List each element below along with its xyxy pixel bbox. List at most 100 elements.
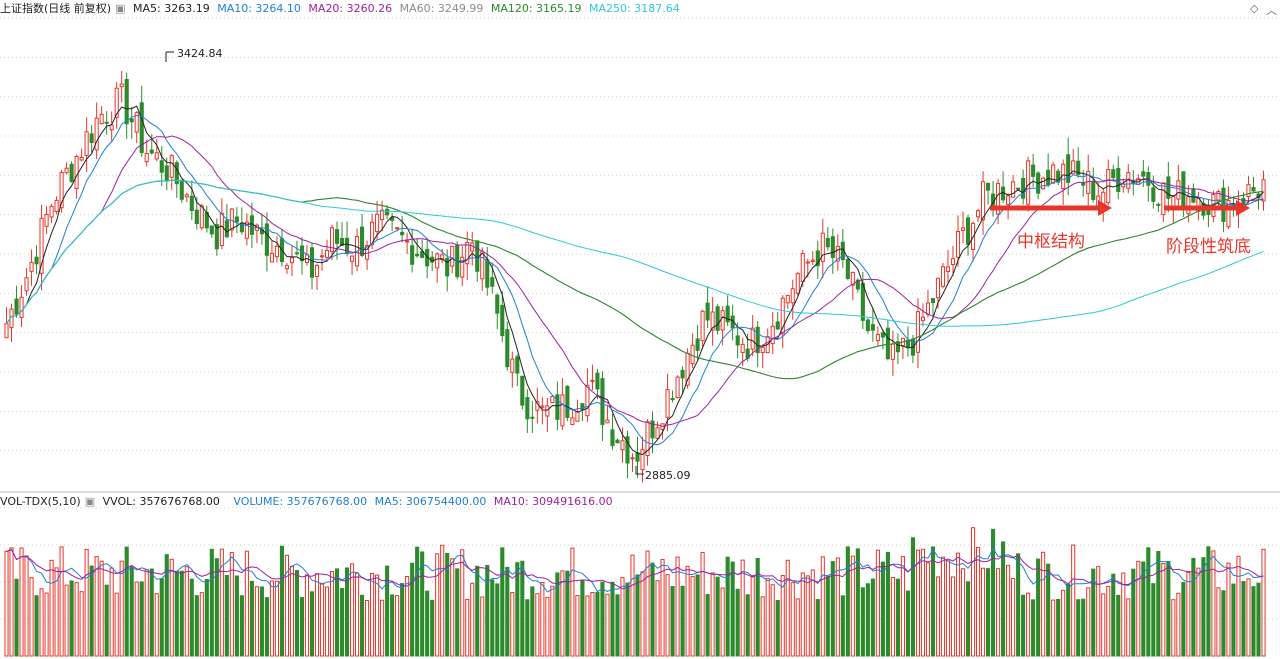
volume-bar <box>515 562 520 657</box>
volume-bar <box>1106 585 1111 657</box>
candle-body <box>795 273 800 294</box>
candle-body <box>555 394 560 420</box>
volume-bar <box>675 556 680 657</box>
candle-body <box>54 199 59 212</box>
volume-bar <box>1101 593 1106 657</box>
candle-body <box>890 343 895 360</box>
candle-body <box>965 217 971 245</box>
candle-body <box>1081 182 1086 186</box>
volume-bar <box>695 574 700 657</box>
ma20-line <box>6 135 1264 427</box>
volume-bar <box>119 560 124 657</box>
candle-body <box>244 221 249 239</box>
volume-bar <box>860 587 865 657</box>
candle-body <box>1026 160 1031 205</box>
candle-body <box>515 356 520 374</box>
candle-body <box>239 222 244 233</box>
volume-bar <box>870 578 875 657</box>
volume-bar <box>314 573 320 657</box>
candle-body <box>850 271 855 286</box>
volume-bar <box>1146 547 1151 657</box>
candle-body <box>720 310 725 331</box>
candle-body <box>274 245 279 258</box>
candle-body <box>1011 181 1016 198</box>
candle-body <box>289 257 295 264</box>
volume-bar <box>565 570 570 657</box>
volume-bar <box>355 572 360 657</box>
volume-bar <box>54 567 59 657</box>
legend-marker-icon: ▣ <box>115 2 126 15</box>
volume-bar <box>1251 586 1256 657</box>
volume-bar <box>1186 571 1191 657</box>
candle-body <box>790 288 795 304</box>
candle-body <box>420 250 425 258</box>
volume-bar <box>1221 590 1226 657</box>
volume-bar <box>880 561 885 657</box>
volume-bar <box>99 560 104 657</box>
volume-ma5-line <box>6 547 1264 593</box>
candle-body <box>550 395 555 404</box>
candle-body <box>294 252 300 255</box>
candle-body <box>885 327 890 360</box>
candle-body <box>665 389 670 418</box>
candle-body <box>740 343 745 353</box>
candle-body <box>655 427 660 440</box>
candle-body <box>615 439 620 444</box>
candle-body <box>695 338 700 351</box>
volume-bar <box>935 576 941 657</box>
candle-body <box>39 217 44 274</box>
candle-body <box>400 231 405 236</box>
candle-body <box>380 209 385 221</box>
candle-body <box>780 297 785 335</box>
candle-body <box>830 236 835 258</box>
volume-bar <box>575 595 580 657</box>
volume-bar <box>1011 578 1016 657</box>
candle-body <box>785 294 790 304</box>
volume-bar <box>219 548 224 657</box>
volume-ma5-value: MA5: 306754400.00 <box>374 495 487 508</box>
volume-ma10-value: MA10: 309491616.00 <box>493 495 613 508</box>
candle-body <box>770 325 775 345</box>
candle-body <box>505 329 510 368</box>
candle-body <box>94 117 99 151</box>
candle-body <box>134 112 139 133</box>
candle-body <box>1221 187 1226 222</box>
volume-bar <box>755 557 760 657</box>
volume-bar <box>184 566 189 657</box>
volume-bar <box>560 570 565 657</box>
volume-bar <box>555 572 560 657</box>
volume-bar <box>1201 557 1206 657</box>
volume-bar <box>104 584 109 657</box>
volume-bar <box>715 576 720 657</box>
low-label: 2885.09 <box>645 469 691 482</box>
candle-body <box>465 242 470 265</box>
candle-body <box>960 227 966 231</box>
collapse-chevron-icon[interactable]: ︿ <box>1266 4 1277 17</box>
settings-diamond-icon[interactable]: ◇ <box>1250 2 1259 15</box>
volume-bar <box>850 555 855 657</box>
candle-body <box>169 155 174 178</box>
candle-body <box>755 326 760 354</box>
volume-bar <box>996 568 1001 657</box>
pivot-structure-label: 中枢结构 <box>1017 232 1085 252</box>
volume-bar <box>49 559 54 657</box>
candle-body <box>735 335 740 346</box>
candle-body <box>49 205 54 218</box>
volume-bar <box>1016 553 1021 657</box>
volume-bar <box>9 547 14 657</box>
volume-bar <box>34 595 39 657</box>
candle-body <box>189 195 194 212</box>
volume-bar <box>19 547 24 657</box>
volume-bar <box>1231 583 1236 657</box>
candle-body <box>950 258 956 266</box>
volume-bar <box>1141 561 1146 657</box>
volume-bar <box>1021 594 1026 657</box>
volume-bar <box>259 586 264 657</box>
volume-bar <box>660 558 665 657</box>
volume-bar <box>925 562 931 657</box>
candle-body <box>410 245 415 265</box>
vvol-value: VVOL: 357676768.00 <box>102 495 220 508</box>
candle-body <box>440 254 445 261</box>
volume-bar <box>134 581 139 657</box>
